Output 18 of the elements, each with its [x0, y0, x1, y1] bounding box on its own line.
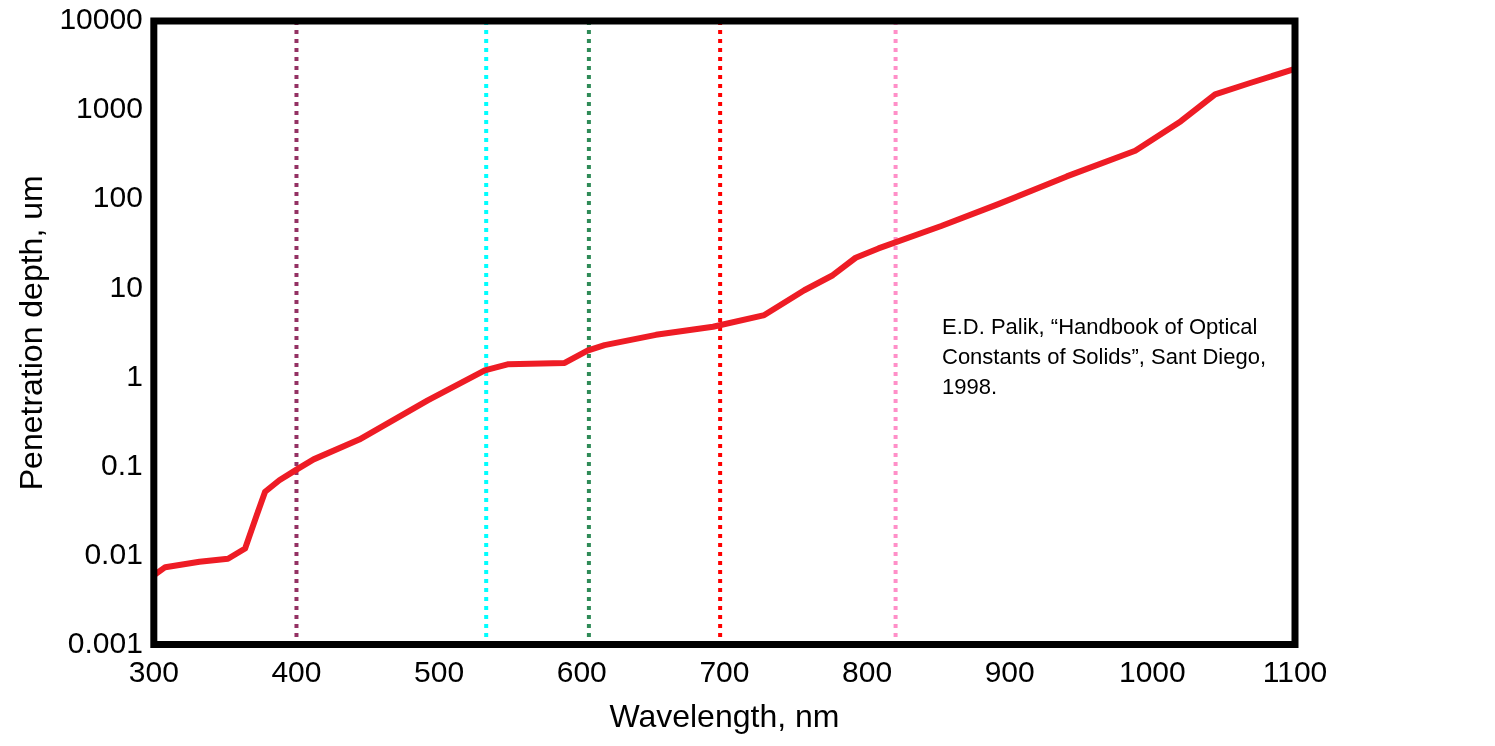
y-tick-label: 100	[92, 180, 143, 214]
x-tick-label: 400	[271, 654, 322, 688]
x-tick-label: 700	[699, 654, 750, 688]
x-tick-label: 600	[556, 654, 607, 688]
y-tick-label: 10000	[59, 2, 143, 36]
x-tick-label: 1100	[1262, 654, 1328, 688]
x-axis-title: Wavelength, nm	[609, 697, 840, 734]
y-tick-label: 10	[109, 269, 143, 303]
y-axis-title: Penetration depth, um	[13, 175, 50, 491]
x-tick-label: 800	[842, 654, 893, 688]
y-tick-label: 1000	[76, 91, 143, 125]
x-tick-label: 500	[414, 654, 465, 688]
y-tick-label: 0.1	[101, 447, 143, 481]
annotation: E.D. Palik, “Handbook of Optical Constants of Solids”, Sant Diego, 1998.	[942, 312, 1282, 402]
y-tick-label: 1	[126, 358, 143, 392]
x-tick-label: 1000	[1118, 654, 1186, 688]
x-tick-label: 900	[984, 654, 1035, 688]
y-tick-label: 0.01	[84, 536, 143, 570]
